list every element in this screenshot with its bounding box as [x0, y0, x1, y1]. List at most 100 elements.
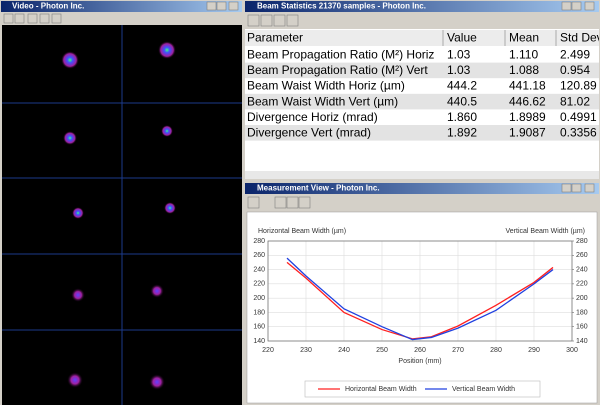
x-tick-label: 260 [414, 347, 426, 354]
chart-area [246, 211, 598, 404]
toolbar [3, 13, 62, 24]
minimize-button[interactable] [561, 1, 572, 11]
table-cell: 446.62 [509, 94, 546, 108]
y2-tick-label: 260 [576, 252, 588, 259]
legend-label: Horizontal Beam Width [345, 386, 417, 393]
table-cell: 444.2 [447, 79, 477, 93]
y-tick-label: 140 [253, 338, 265, 345]
y2-tick-label: 240 [576, 266, 588, 273]
y-tick-label: 180 [253, 309, 265, 316]
title-bar [1, 1, 242, 12]
y-axis-label: Horizontal Beam Width (µm) [258, 228, 346, 235]
table-cell: Beam Waist Width Horiz (µm) [247, 79, 405, 93]
x-tick-label: 250 [376, 347, 388, 354]
x-tick-label: 290 [528, 347, 540, 354]
window-title: Video - Photon Inc. [12, 2, 84, 11]
table-cell: Beam Waist Width Vert (µm) [247, 94, 398, 108]
table-cell: 1.8989 [509, 110, 546, 124]
tool-button[interactable] [286, 14, 299, 27]
x-tick-label: 280 [490, 347, 502, 354]
y-tick-label: 260 [253, 252, 265, 259]
maximize-button[interactable] [571, 1, 582, 11]
video-window: Video - Photon Inc. [0, 0, 243, 405]
tool-button[interactable] [260, 14, 273, 27]
tool-button[interactable] [247, 196, 260, 209]
beam-spots [61, 41, 176, 390]
tool-button[interactable] [39, 13, 50, 24]
y2-axis-label: Vertical Beam Width (µm) [506, 228, 586, 235]
table-cell: 1.088 [509, 63, 539, 77]
table-cell: Beam Propagation Ratio (M²) Horiz [247, 47, 434, 61]
plot-frame [267, 240, 573, 342]
table-cell: 1.892 [447, 125, 477, 139]
window-title: Measurement View - Photon Inc. [257, 184, 380, 193]
maximize-button[interactable] [571, 183, 582, 193]
maximize-button[interactable] [216, 1, 227, 11]
y2-tick-label: 220 [576, 281, 588, 288]
column-header: Std Dev [560, 31, 600, 45]
column-header: Mean [509, 31, 539, 45]
table-cell: Divergence Vert (mrad) [247, 125, 371, 139]
header-row [245, 30, 599, 46]
tool-button[interactable] [27, 13, 38, 24]
x-tick-label: 220 [262, 347, 274, 354]
tool-button[interactable] [3, 13, 14, 24]
tool-button[interactable] [247, 14, 260, 27]
x-tick-label: 230 [300, 347, 312, 354]
column-header: Value [447, 31, 477, 45]
close-button[interactable] [584, 1, 595, 11]
legend-box [304, 380, 541, 398]
table-cell: 0.954 [560, 63, 590, 77]
minimize-button[interactable] [561, 183, 572, 193]
legend-label: Vertical Beam Width [452, 386, 515, 393]
statistics-table: Parameter Value Mean Std Dev Beam Propagatio… [245, 30, 600, 141]
tool-button[interactable] [274, 196, 287, 209]
chart: Horizontal Beam Width (µm) Vertical Beam … [253, 228, 588, 398]
table-cell: 120.89 [560, 79, 597, 93]
data-line [286, 261, 554, 340]
window-title: Beam Statistics 21370 samples - Photon I… [257, 2, 426, 11]
table-cell: 81.02 [560, 94, 590, 108]
table-cell: 440.5 [447, 94, 477, 108]
row-background [245, 125, 599, 141]
scrollbar [245, 171, 599, 179]
title-bar [245, 183, 599, 194]
tool-button[interactable] [51, 13, 62, 24]
measurement-window: Measurement View - Photon Inc. Horizonta… [244, 182, 600, 405]
table-cell: 0.4991 [560, 110, 597, 124]
title-bar [245, 1, 599, 12]
table-cell: 1.110 [509, 47, 538, 61]
tool-button[interactable] [286, 196, 299, 209]
minimize-button[interactable] [206, 1, 217, 11]
x-axis-label: Position (mm) [398, 358, 441, 365]
x-tick-label: 300 [566, 347, 578, 354]
tool-button[interactable] [298, 196, 311, 209]
table-cell: 441.18 [509, 79, 546, 93]
table-cell: 1.9087 [509, 125, 546, 139]
y2-tick-label: 180 [576, 309, 588, 316]
table-cell: 0.3356 [560, 125, 597, 139]
x-tick-label: 270 [452, 347, 464, 354]
y-tick-label: 200 [253, 295, 265, 302]
y2-tick-label: 280 [576, 238, 588, 245]
table-cell: 1.03 [447, 63, 471, 77]
y2-tick-label: 160 [576, 324, 588, 331]
column-header: Parameter [247, 31, 303, 45]
x-tick-label: 240 [338, 347, 350, 354]
video-grid [2, 25, 242, 405]
table-cell: Beam Propagation Ratio (M²) Vert [247, 63, 428, 77]
y2-tick-label: 200 [576, 295, 588, 302]
y-tick-label: 280 [253, 238, 265, 245]
table-cell: 1.03 [447, 47, 471, 61]
tool-button[interactable] [273, 14, 286, 27]
statistics-window: Beam Statistics 21370 samples - Photon I… [244, 0, 600, 181]
data-line [286, 257, 554, 341]
tool-button[interactable] [14, 13, 25, 24]
close-button[interactable] [228, 1, 239, 11]
table-cell: 1.860 [447, 110, 477, 124]
y-tick-label: 220 [253, 281, 265, 288]
y2-tick-label: 140 [576, 338, 588, 345]
close-button[interactable] [584, 183, 595, 193]
